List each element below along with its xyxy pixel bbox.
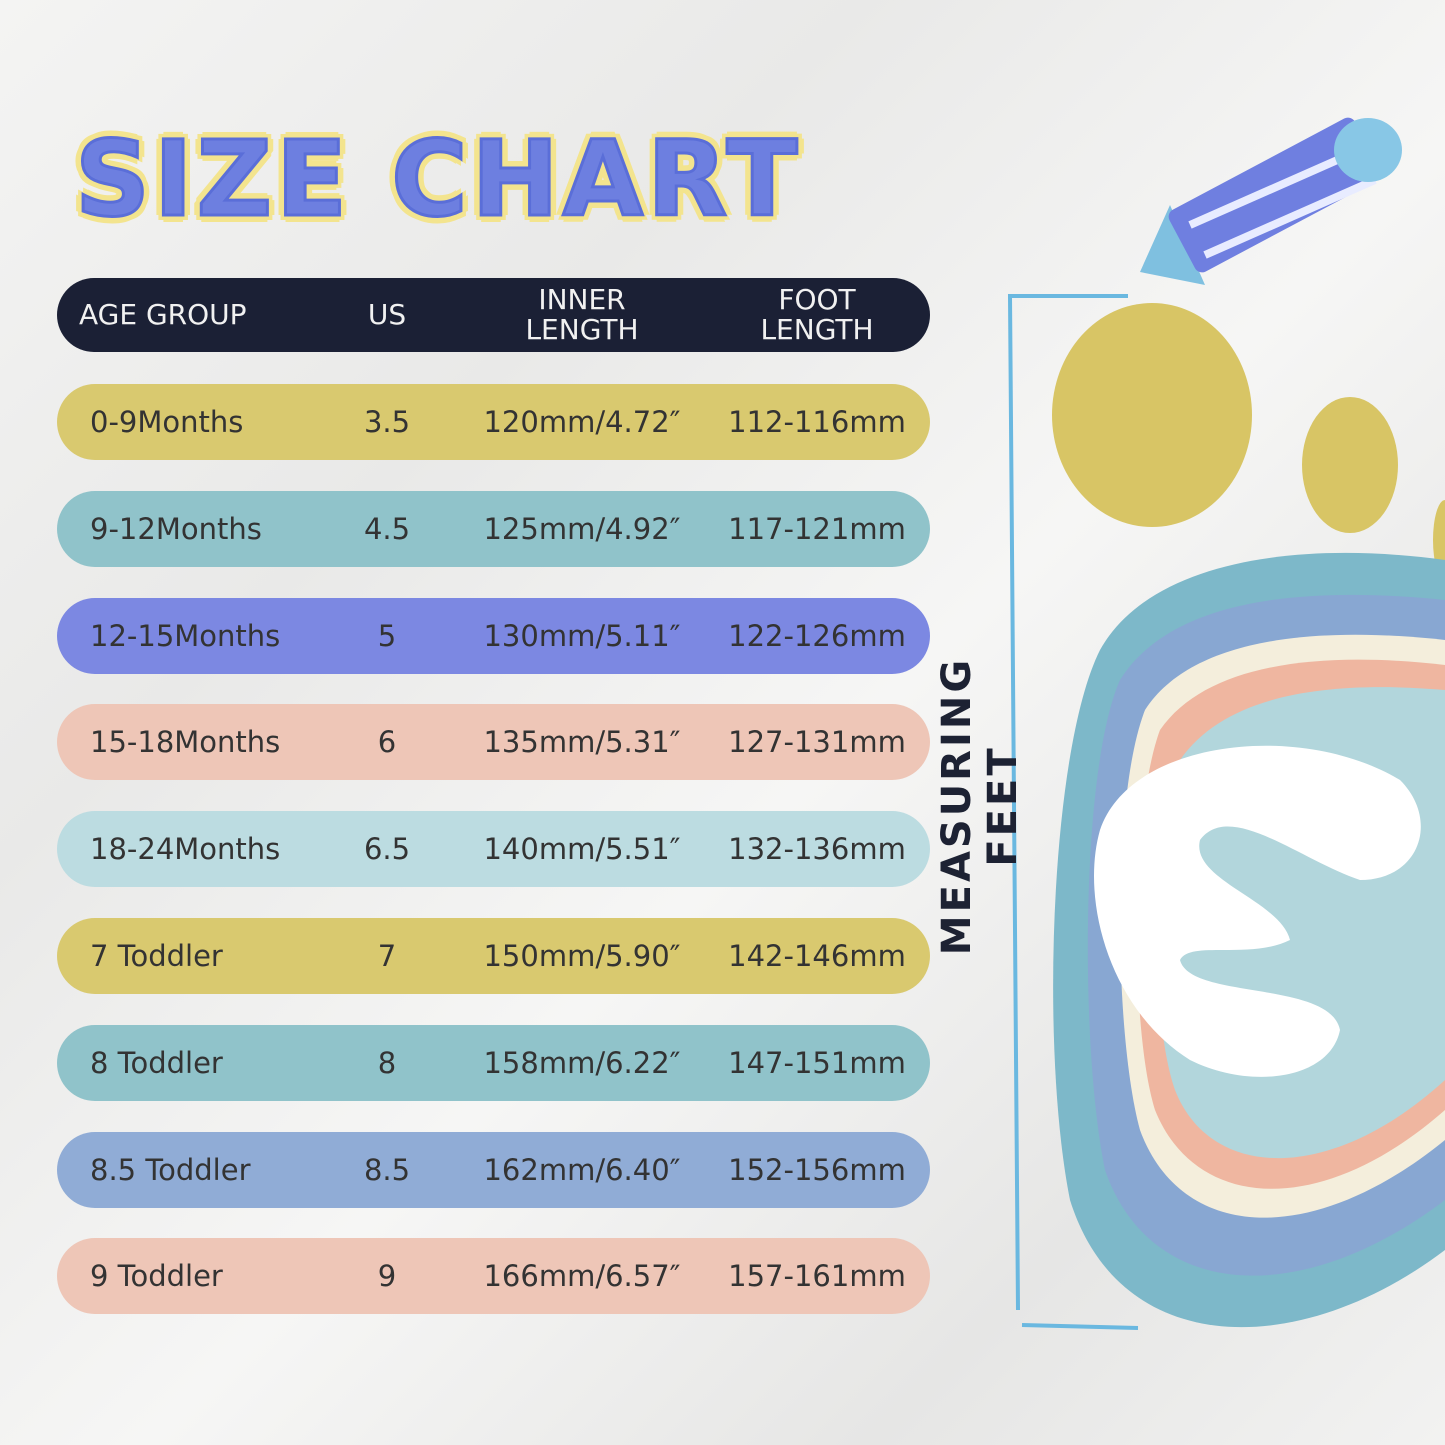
cell-us: 6	[377, 725, 397, 760]
cell-age-group: 12-15Months	[90, 618, 281, 653]
cell-us: 7	[377, 939, 397, 973]
cell-inner-length: 120mm/4.72″	[483, 405, 681, 439]
header-foot-line2: LENGTH	[760, 313, 874, 346]
cell-foot-length: 157-161mm	[728, 1259, 906, 1294]
header-foot-length: FOOT LENGTH	[707, 278, 927, 352]
cell-age-group: 18-24Months	[90, 832, 281, 867]
table-row: 7 Toddler 7 150mm/5.90″ 142-146mm	[57, 918, 930, 994]
table-row: 0-9Months 3.5 120mm/4.72″ 112-116mm	[57, 384, 930, 460]
cell-inner-length: 166mm/6.57″	[483, 1259, 681, 1294]
table-row: 18-24Months 6.5 140mm/5.51″ 132-136mm	[57, 811, 930, 888]
cell-age-group: 8 Toddler	[90, 1045, 223, 1080]
cell-foot-length: 132-136mm	[728, 832, 906, 867]
cell-inner-length: 162mm/6.40″	[483, 1152, 681, 1187]
header-foot-line1: FOOT	[778, 283, 856, 316]
cell-foot-length: 152-156mm	[728, 1152, 906, 1187]
cell-foot-length: 117-121mm	[728, 511, 906, 546]
cell-age-group: 8.5 Toddler	[90, 1152, 251, 1187]
cell-age-group: 7 Toddler	[90, 939, 223, 973]
cell-inner-length: 125mm/4.92″	[483, 511, 681, 546]
cell-inner-length: 150mm/5.90″	[483, 939, 681, 973]
cell-foot-length: 127-131mm	[728, 725, 906, 760]
cell-us: 6.5	[363, 832, 411, 867]
cell-us: 8.5	[363, 1152, 411, 1187]
header-inner-line1: INNER	[538, 283, 626, 316]
table-row: 8.5 Toddler 8.5 162mm/6.40″ 152-156mm	[57, 1131, 930, 1208]
cell-us: 3.5	[363, 405, 411, 439]
footprint	[1053, 552, 1445, 1328]
bracket-line	[1007, 294, 1139, 1330]
cell-inner-length: 158mm/6.22″	[483, 1045, 681, 1080]
cell-inner-length: 130mm/5.11″	[483, 618, 681, 653]
pencil-icon	[1140, 117, 1402, 285]
cell-foot-length: 122-126mm	[728, 618, 906, 653]
cell-foot-length: 112-116mm	[728, 405, 906, 439]
cell-age-group: 9 Toddler	[90, 1259, 223, 1294]
cell-us: 5	[377, 618, 397, 653]
cell-us: 4.5	[363, 511, 411, 546]
header-inner-length: INNER LENGTH	[447, 278, 717, 352]
cell-us: 9	[377, 1259, 397, 1294]
cell-us: 8	[377, 1045, 397, 1080]
page-title: SIZE CHART	[73, 117, 802, 242]
cell-age-group: 15-18Months	[90, 725, 281, 760]
header-us: US	[367, 298, 407, 331]
cell-inner-length: 135mm/5.31″	[483, 725, 681, 760]
cell-foot-length: 142-146mm	[728, 939, 906, 973]
table-row: 9-12Months 4.5 125mm/4.92″ 117-121mm	[57, 490, 930, 567]
table-row: 8 Toddler 8 158mm/6.22″ 147-151mm	[57, 1024, 930, 1101]
measuring-feet-label: MEASURING FEET	[934, 656, 1026, 956]
table-row: 9 Toddler 9 166mm/6.57″ 157-161mm	[57, 1238, 930, 1315]
toes	[1052, 303, 1445, 580]
header-inner-line2: LENGTH	[525, 313, 639, 346]
cell-age-group: 9-12Months	[90, 511, 262, 546]
cell-inner-length: 140mm/5.51″	[483, 832, 681, 867]
cell-age-group: 0-9Months	[90, 405, 244, 439]
table-row: 12-15Months 5 130mm/5.11″ 122-126mm	[57, 597, 930, 674]
header-age-group: AGE GROUP	[79, 298, 247, 331]
table-header: AGE GROUP US INNER LENGTH FOOT LENGTH	[57, 278, 930, 352]
cell-foot-length: 147-151mm	[728, 1045, 906, 1080]
table-row: 15-18Months 6 135mm/5.31″ 127-131mm	[57, 704, 930, 781]
